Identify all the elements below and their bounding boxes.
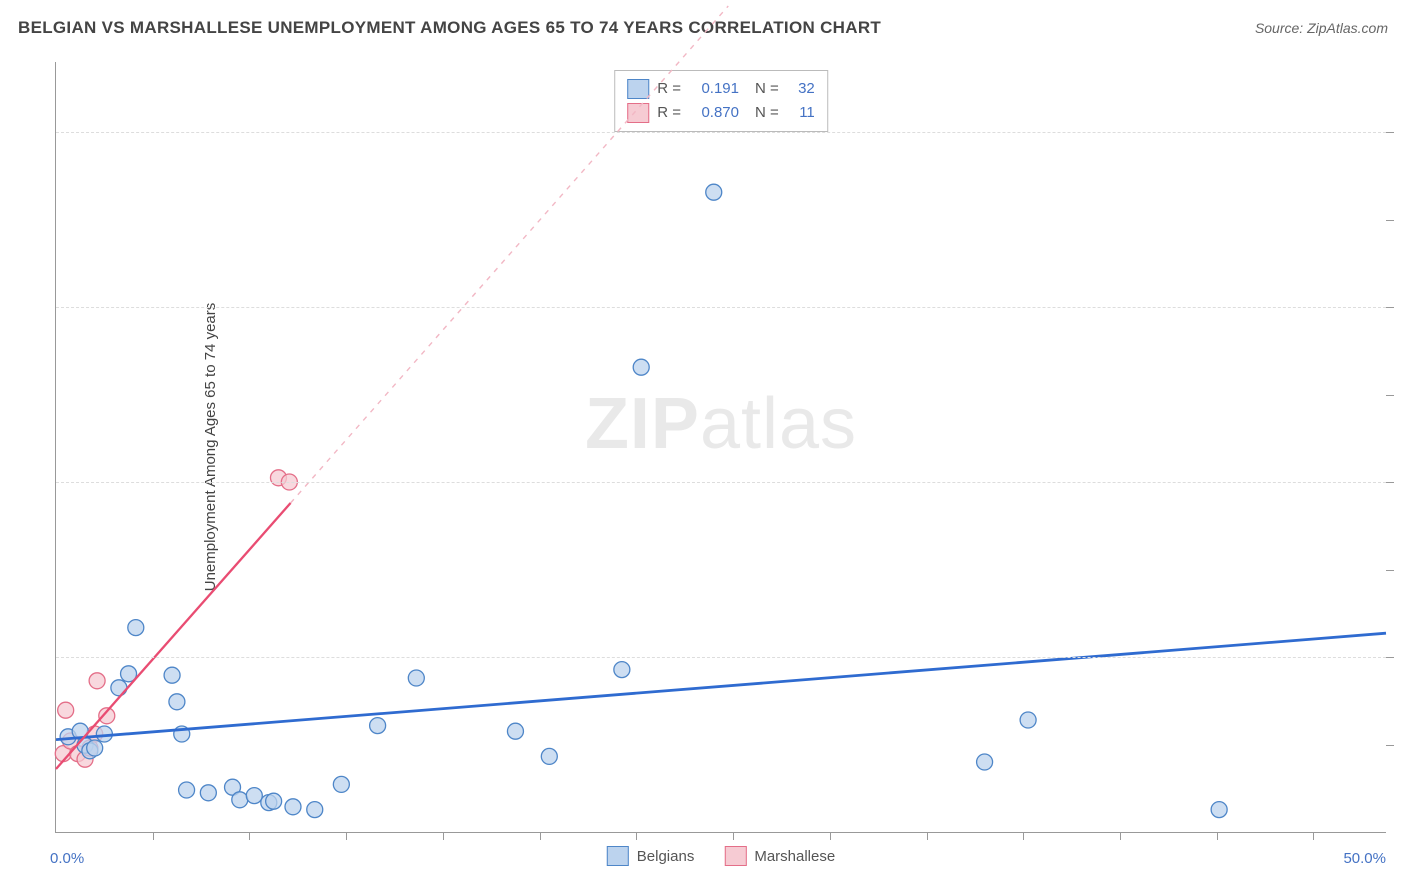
grid-line <box>56 657 1386 658</box>
data-point <box>246 788 262 804</box>
data-point <box>58 702 74 718</box>
legend-bottom: Belgians Marshallese <box>607 846 835 866</box>
y-tick <box>1386 132 1394 133</box>
plot-area: Unemployment Among Ages 65 to 74 years Z… <box>55 62 1386 833</box>
data-point <box>285 799 301 815</box>
data-point <box>200 785 216 801</box>
data-point <box>111 680 127 696</box>
data-point <box>169 694 185 710</box>
grid-line <box>56 307 1386 308</box>
x-tick <box>636 832 637 840</box>
x-max-label: 50.0% <box>1343 850 1386 867</box>
grid-line <box>56 132 1386 133</box>
trend-line-dashed <box>291 6 729 503</box>
data-point <box>128 620 144 636</box>
data-point <box>87 740 103 756</box>
x-tick <box>1023 832 1024 840</box>
x-tick <box>443 832 444 840</box>
y-minor-tick <box>1386 570 1394 571</box>
data-point <box>232 792 248 808</box>
legend-item: Belgians <box>607 846 695 866</box>
trend-line <box>56 633 1386 739</box>
chart-title: BELGIAN VS MARSHALLESE UNEMPLOYMENT AMON… <box>18 18 881 38</box>
x-tick <box>830 832 831 840</box>
y-tick-label: 12.5% <box>1401 649 1406 666</box>
x-tick <box>540 832 541 840</box>
x-tick <box>153 832 154 840</box>
data-point <box>541 748 557 764</box>
y-minor-tick <box>1386 395 1394 396</box>
x-tick <box>1313 832 1314 840</box>
legend-swatch <box>607 846 629 866</box>
y-tick <box>1386 482 1394 483</box>
legend-item: Marshallese <box>724 846 835 866</box>
data-point <box>633 359 649 375</box>
y-minor-tick <box>1386 745 1394 746</box>
x-tick <box>249 832 250 840</box>
y-tick-label: 37.5% <box>1401 299 1406 316</box>
grid-line <box>56 482 1386 483</box>
data-point <box>370 718 386 734</box>
data-point <box>977 754 993 770</box>
y-tick-label: 25.0% <box>1401 474 1406 491</box>
data-point <box>1020 712 1036 728</box>
data-point <box>408 670 424 686</box>
source-label: Source: ZipAtlas.com <box>1255 20 1388 36</box>
legend-label: Marshallese <box>754 848 835 865</box>
data-point <box>333 776 349 792</box>
x-tick <box>733 832 734 840</box>
y-minor-tick <box>1386 220 1394 221</box>
x-tick <box>1120 832 1121 840</box>
x-tick <box>927 832 928 840</box>
y-tick <box>1386 307 1394 308</box>
y-tick <box>1386 657 1394 658</box>
data-point <box>507 723 523 739</box>
data-point <box>266 793 282 809</box>
data-point <box>706 184 722 200</box>
data-point <box>307 802 323 818</box>
data-point <box>1211 802 1227 818</box>
data-point <box>89 673 105 689</box>
data-point <box>614 662 630 678</box>
chart-svg <box>56 62 1386 832</box>
data-point <box>164 667 180 683</box>
x-tick <box>346 832 347 840</box>
y-tick-label: 50.0% <box>1401 124 1406 141</box>
x-origin-label: 0.0% <box>50 850 84 867</box>
x-tick <box>1217 832 1218 840</box>
data-point <box>179 782 195 798</box>
legend-label: Belgians <box>637 848 695 865</box>
legend-swatch <box>724 846 746 866</box>
